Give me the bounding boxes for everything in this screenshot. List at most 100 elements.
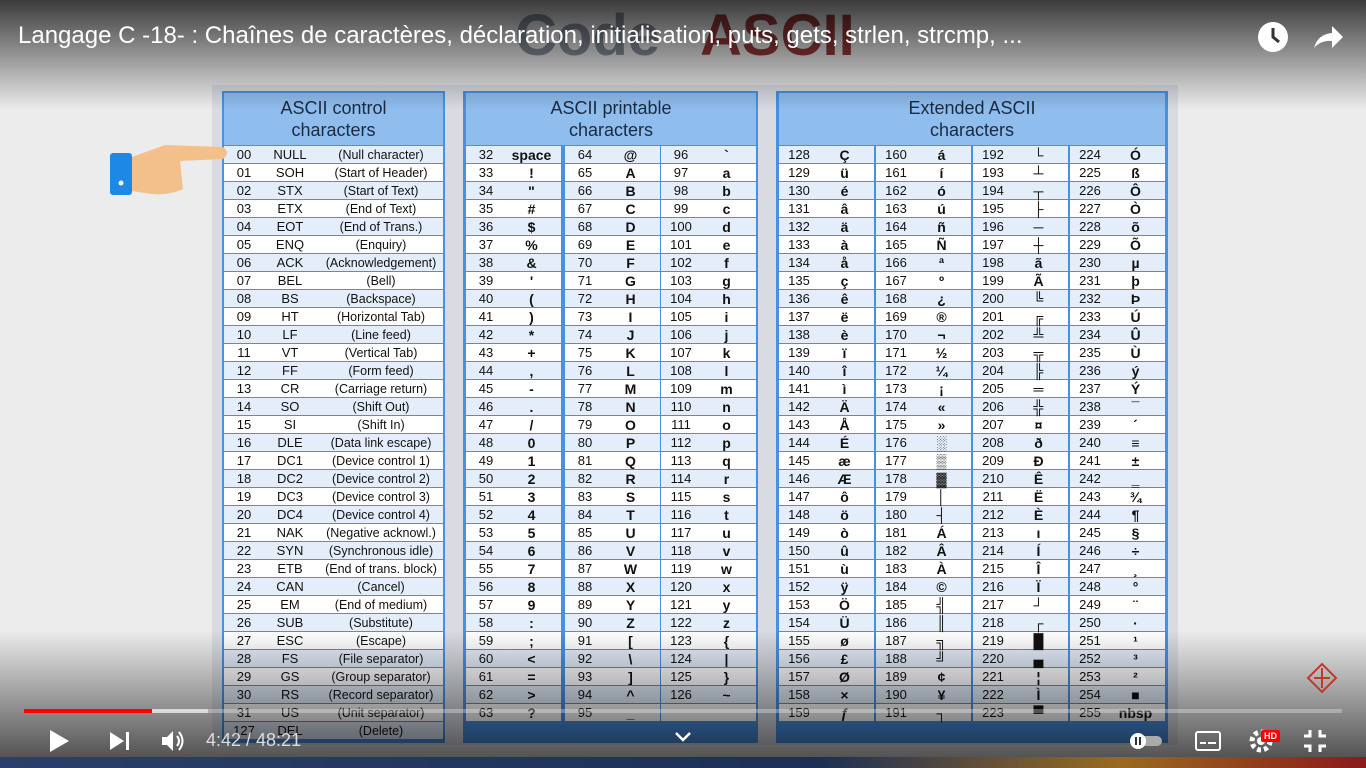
row-band	[565, 200, 660, 217]
character: d	[722, 219, 731, 235]
abbr: CAN	[276, 579, 304, 594]
code: 160	[885, 147, 907, 162]
code: 24	[236, 579, 252, 594]
row-band	[779, 164, 874, 181]
row-band	[224, 434, 443, 451]
code: 88	[577, 579, 593, 594]
code: 242	[1079, 471, 1101, 486]
row-band	[973, 362, 1068, 379]
autoplay-toggle[interactable]	[1128, 732, 1164, 750]
code: 108	[670, 363, 692, 378]
abbr: CR	[280, 381, 300, 396]
character: I	[628, 309, 633, 325]
character: Ï	[1036, 579, 1041, 595]
code: 132	[788, 219, 810, 234]
character: f	[724, 255, 729, 271]
play-button[interactable]	[46, 728, 72, 754]
code: 185	[885, 597, 907, 612]
channel-watermark[interactable]	[1306, 662, 1338, 694]
next-button[interactable]	[108, 730, 132, 752]
row-band	[973, 200, 1068, 217]
character: ╠	[1033, 363, 1044, 379]
row-band	[466, 416, 561, 433]
code: 116	[670, 507, 692, 522]
volume-button[interactable]	[160, 729, 186, 753]
character: ╦	[1033, 345, 1044, 361]
row-band	[661, 272, 756, 289]
row-band	[876, 452, 971, 469]
code: 23	[236, 561, 252, 576]
code: 175	[885, 417, 907, 432]
code: 57	[478, 597, 494, 612]
header-line: characters	[929, 120, 1015, 140]
character: ý	[1131, 363, 1140, 379]
row-band	[224, 524, 443, 541]
code: 186	[885, 615, 907, 630]
watch-later[interactable]	[1256, 20, 1290, 54]
row-band	[466, 236, 561, 253]
code: 165	[885, 237, 907, 252]
character: q	[722, 453, 731, 469]
character: «	[937, 399, 946, 415]
description: (End of medium)	[334, 598, 428, 612]
character: O	[625, 417, 636, 433]
code: 104	[670, 291, 692, 306]
progress-track[interactable]	[24, 709, 1342, 713]
character: !	[529, 165, 534, 181]
character: ¨	[1133, 597, 1138, 613]
code: 19	[236, 489, 252, 504]
abbr: SYN	[276, 543, 304, 558]
abbr: DC1	[276, 453, 303, 468]
character: s	[722, 489, 731, 505]
code: 136	[788, 291, 810, 306]
code: 217	[982, 597, 1004, 612]
character: H	[625, 291, 636, 307]
share[interactable]	[1312, 22, 1344, 52]
character: æ	[838, 453, 851, 469]
row-band	[973, 218, 1068, 235]
row-band	[973, 524, 1068, 541]
code: 250	[1079, 615, 1101, 630]
character: ¶	[1131, 507, 1140, 523]
description: (Shift Out)	[352, 400, 410, 414]
code: 49	[478, 453, 494, 468]
character: U	[625, 525, 636, 541]
character: Y	[625, 597, 636, 613]
row-band	[1070, 596, 1165, 613]
code: 120	[670, 579, 692, 594]
code: 224	[1079, 147, 1101, 162]
row-band	[661, 344, 756, 361]
row-band	[876, 182, 971, 199]
description: (Form feed)	[348, 364, 414, 378]
character: └	[1033, 147, 1044, 163]
character: #	[527, 201, 536, 217]
character: Z	[626, 615, 635, 631]
subtitles-button[interactable]	[1194, 730, 1222, 752]
row-band	[779, 290, 874, 307]
character: Í	[1036, 543, 1041, 559]
code: 122	[670, 615, 692, 630]
row-band	[973, 308, 1068, 325]
code: 83	[577, 489, 593, 504]
row-band	[779, 416, 874, 433]
code: 240	[1079, 435, 1101, 450]
character: Ñ	[936, 237, 947, 253]
character: c	[722, 201, 731, 217]
character: C	[625, 201, 636, 217]
row-band	[224, 200, 443, 217]
character: ├	[1033, 201, 1044, 217]
row-band	[1070, 290, 1165, 307]
row-band	[224, 596, 443, 613]
character: ·	[1133, 615, 1138, 631]
row-band	[466, 560, 561, 577]
top-gradient	[0, 0, 1366, 110]
row-band	[661, 578, 756, 595]
chevron-down[interactable]	[674, 730, 692, 744]
character: Á	[936, 525, 947, 541]
row-band	[1070, 488, 1165, 505]
exit-fullscreen[interactable]	[1302, 728, 1328, 754]
abbr: BEL	[277, 273, 303, 288]
code: 153	[788, 597, 810, 612]
progress-played	[24, 709, 152, 713]
video-title[interactable]: Langage C -18- : Chaînes de caractères, …	[18, 22, 1023, 49]
